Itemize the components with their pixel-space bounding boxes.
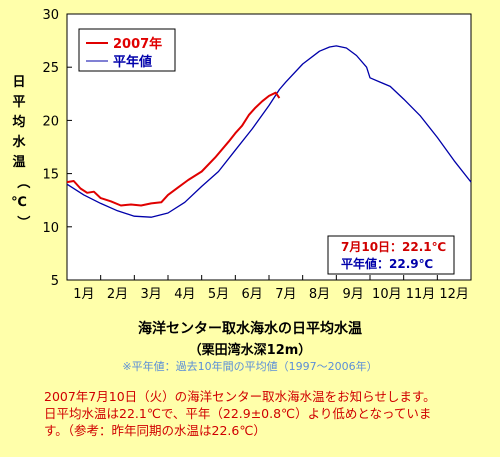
info-current: 7月10日：22.1℃ [341,240,446,254]
x-tick-label: 9月 [343,287,364,302]
y-tick-label: 20 [42,114,59,129]
y-label-char: 水 [12,134,26,150]
x-axis: 1月 2月 3月 4月 5月 6月 7月 8月 9月 10月 11月 12月 [73,275,469,302]
x-tick-label: 7月 [275,287,296,302]
y-label-char: ℃ [11,195,27,210]
notice-line: 2007年7月10日（火）の海洋センター取水海水温をお知らせします。 [44,389,436,404]
legend-label-normal: 平年値 [113,54,152,70]
x-tick-label: 11月 [406,287,436,302]
chart-note: ※平年値：過去10年間の平均値（1997～2006年） [122,360,378,373]
info-box: 7月10日：22.1℃ 平年値：22.9℃ [327,235,455,275]
notice-line: す。（参考：昨年同期の水温は22.6℃） [44,423,266,438]
y-axis-label: 日平均水温 （ ℃ ） [11,75,31,229]
x-tick-label: 4月 [174,287,195,302]
y-tick-label: 5 [51,274,59,289]
legend: 2007年 平年値 [78,28,176,72]
x-tick-label: 5月 [208,287,229,302]
chart-subtitle: （栗田湾水深12m） [188,343,312,358]
chart-title: 海洋センター取水海水の日平均水温 [138,321,362,337]
x-tick-label: 2月 [107,287,128,302]
y-tick-label: 30 [42,8,59,23]
y-label-char: 平 [12,95,25,110]
series-line-2007 [66,91,281,207]
x-tick-label: 12月 [439,287,469,302]
notice-text: 2007年7月10日（火）の海洋センター取水海水温をお知らせします。 日平均水温… [44,388,494,439]
info-normal: 平年値：22.9℃ [341,256,433,271]
series-line-normal [66,45,472,218]
x-tick-label: 10月 [372,287,402,302]
y-tick-label: 15 [42,168,59,183]
y-axis: 5 10 15 20 25 30 [42,8,72,289]
x-tick-label: 3月 [141,287,162,302]
y-tick-label: 10 [42,221,59,236]
x-tick-label: 6月 [242,287,263,302]
y-label-char: 日 [12,75,25,90]
legend-label-2007: 2007年 [113,36,162,52]
notice-line: 日平均水温は22.1℃で、平年（22.9±0.8℃）より低めとなっていま [44,406,432,421]
y-label-char: 温 [12,155,25,170]
y-label-char: （ [15,175,31,188]
x-tick-label: 1月 [73,287,94,302]
y-label-char: 均 [12,114,25,130]
y-label-char: ） [15,215,31,228]
x-tick-label: 8月 [309,287,330,302]
y-tick-label: 25 [42,61,59,76]
series-layer [66,45,472,218]
